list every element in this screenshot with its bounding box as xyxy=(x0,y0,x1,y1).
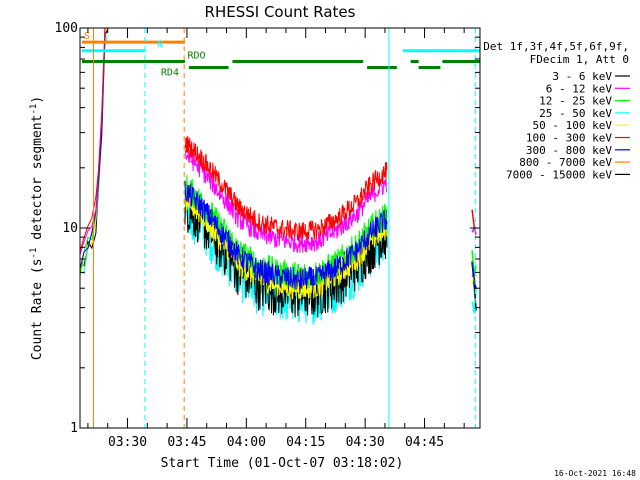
marker-lines-layer xyxy=(79,28,476,428)
x-tick-label: 03:30 xyxy=(108,435,147,450)
state-bars-layer: S N RDO RD4 xyxy=(81,31,480,78)
y-axis-label-part: ) xyxy=(30,96,45,104)
x-tick-label: 04:30 xyxy=(346,435,385,450)
series-12-25-kev xyxy=(79,31,477,289)
series-line-main xyxy=(184,149,388,253)
series-300-800-kev xyxy=(79,30,477,291)
axes-layer: 1 10 100 03:30 03:45 04:00 04:15 04:30 04:45 xyxy=(55,21,480,450)
y-tick-label: 100 xyxy=(55,21,78,36)
legend-entry-label: 800 - 7000 keV xyxy=(519,156,612,169)
series-50-100-kev xyxy=(79,27,477,300)
x-tick-label: 04:15 xyxy=(286,435,325,450)
legend: Det 1f,3f,4f,5f,6f,9f, FDecim 1, Att 0 3… xyxy=(483,40,630,181)
series-layer xyxy=(79,27,477,325)
legend-entry-label: 3 - 6 keV xyxy=(552,70,612,83)
legend-entry-label: 12 - 25 keV xyxy=(539,95,612,108)
series-line-late xyxy=(471,262,477,289)
state-bar-label: S xyxy=(84,31,90,42)
y-tick-label: 1 xyxy=(70,421,78,436)
series-line-main xyxy=(184,175,388,289)
series-800-7000-kev xyxy=(79,28,477,304)
y-axis-label-part: Count Rate (s xyxy=(30,258,45,360)
series-line-main xyxy=(184,180,388,291)
x-tick-label: 04:00 xyxy=(227,435,266,450)
y-tick-label: 10 xyxy=(62,221,78,236)
generation-timestamp: 16-Oct-2021 16:48 xyxy=(554,469,636,478)
series-line-main xyxy=(184,191,388,325)
legend-header-line: Det 1f,3f,4f,5f,6f,9f, xyxy=(483,40,629,53)
x-axis-label: Start Time (01-Oct-07 03:18:02) xyxy=(161,456,404,471)
legend-entry-label: 100 - 300 keV xyxy=(526,132,612,145)
legend-entry-label: 25 - 50 keV xyxy=(539,107,612,120)
chart-title: RHESSI Count Rates xyxy=(205,3,356,21)
x-tick-label: 04:45 xyxy=(405,435,444,450)
series-line-early xyxy=(79,27,108,251)
legend-entry-label: 7000 - 15000 keV xyxy=(506,168,612,181)
legend-entry-label: 50 - 100 keV xyxy=(533,119,613,132)
legend-entry-label: 6 - 12 keV xyxy=(546,82,613,95)
state-bar-label: RD4 xyxy=(161,67,179,78)
state-bar-label: RDO xyxy=(187,50,205,61)
legend-entry-label: 300 - 800 keV xyxy=(526,144,612,157)
legend-header-line: FDecim 1, Att 0 xyxy=(530,53,629,66)
y-axis-label-exponent: -1 xyxy=(29,104,39,115)
series-line-main xyxy=(184,135,388,241)
y-axis-label: Count Rate (s-1 detector segment-1) xyxy=(29,96,45,360)
state-bar-label: N xyxy=(157,40,163,51)
x-tick-label: 03:45 xyxy=(167,435,206,450)
y-axis-label-exponent: -1 xyxy=(29,248,39,259)
y-axis-label-part: detector segment xyxy=(30,115,45,248)
